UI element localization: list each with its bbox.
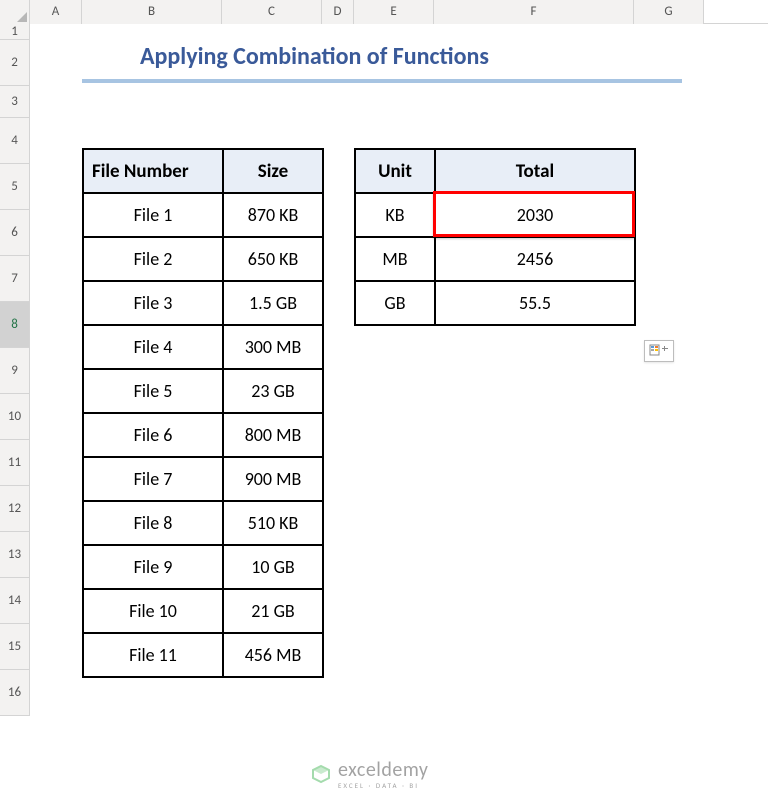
table-row: File 31.5 GB (83, 281, 323, 325)
cell-file-size[interactable]: 21 GB (223, 589, 323, 633)
row-header-8[interactable]: 8 (0, 302, 30, 348)
table-row: File 8510 KB (83, 501, 323, 545)
table-row: File 1021 GB (83, 589, 323, 633)
cell-file-size[interactable]: 650 KB (223, 237, 323, 281)
totals-table-body: KB2030MB2456GB55.5 (355, 193, 635, 325)
row-header-6[interactable]: 6 (0, 210, 30, 256)
cell-file-number[interactable]: File 2 (83, 237, 223, 281)
row-header-14[interactable]: 14 (0, 578, 30, 624)
cell-total[interactable]: 55.5 (435, 281, 635, 325)
cells-area[interactable]: Applying Combination of Functions File N… (30, 24, 768, 716)
table-row: File 523 GB (83, 369, 323, 413)
spreadsheet: ABCDEFG 12345678910111213141516 Applying… (0, 0, 768, 716)
table-row: File 11456 MB (83, 633, 323, 677)
table-row: GB55.5 (355, 281, 635, 325)
cell-unit[interactable]: KB (355, 193, 435, 237)
row-headers: 12345678910111213141516 (0, 24, 30, 716)
col-header-E[interactable]: E (354, 0, 434, 24)
row-header-5[interactable]: 5 (0, 164, 30, 210)
row-header-15[interactable]: 15 (0, 624, 30, 670)
totals-table: Unit Total KB2030MB2456GB55.5 (354, 148, 636, 326)
files-table-body: File 1870 KBFile 2650 KBFile 31.5 GBFile… (83, 193, 323, 677)
cell-file-number[interactable]: File 5 (83, 369, 223, 413)
row-header-13[interactable]: 13 (0, 532, 30, 578)
table-row: File 910 GB (83, 545, 323, 589)
table-row: KB2030 (355, 193, 635, 237)
cell-file-number[interactable]: File 10 (83, 589, 223, 633)
col-header-D[interactable]: D (322, 0, 354, 24)
cell-file-number[interactable]: File 6 (83, 413, 223, 457)
row-header-16[interactable]: 16 (0, 670, 30, 716)
cell-file-number[interactable]: File 8 (83, 501, 223, 545)
cell-file-size[interactable]: 800 MB (223, 413, 323, 457)
select-all-corner[interactable] (0, 0, 30, 24)
col-header-F[interactable]: F (434, 0, 634, 24)
cell-file-number[interactable]: File 11 (83, 633, 223, 677)
row-header-7[interactable]: 7 (0, 256, 30, 302)
table-row: MB2456 (355, 237, 635, 281)
watermark-icon (310, 763, 332, 785)
cell-total[interactable]: 2030 (435, 193, 635, 237)
col-header-C[interactable]: C (222, 0, 322, 24)
table-row: File 4300 MB (83, 325, 323, 369)
row-header-3[interactable]: 3 (0, 86, 30, 118)
column-headers: ABCDEFG (0, 0, 768, 24)
watermark: exceldemy EXCEL · DATA · BI (310, 758, 428, 789)
totals-table-header-total[interactable]: Total (435, 149, 635, 193)
cell-total[interactable]: 2456 (435, 237, 635, 281)
watermark-tagline: EXCEL · DATA · BI (338, 782, 428, 789)
title-underline (82, 79, 682, 83)
row-header-9[interactable]: 9 (0, 348, 30, 394)
files-table-header-size[interactable]: Size (223, 149, 323, 193)
row-header-4[interactable]: 4 (0, 118, 30, 164)
col-header-B[interactable]: B (82, 0, 222, 24)
paste-options-button[interactable] (644, 340, 674, 362)
files-table-header-number[interactable]: File Number (83, 149, 223, 193)
files-table: File Number Size File 1870 KBFile 2650 K… (82, 148, 324, 678)
totals-table-header-unit[interactable]: Unit (355, 149, 435, 193)
cell-file-number[interactable]: File 7 (83, 457, 223, 501)
cell-file-size[interactable]: 300 MB (223, 325, 323, 369)
cell-file-size[interactable]: 456 MB (223, 633, 323, 677)
row-header-11[interactable]: 11 (0, 440, 30, 486)
row-header-1[interactable]: 1 (0, 24, 30, 40)
watermark-brand: exceldemy (338, 758, 428, 782)
paste-options-icon (649, 344, 669, 358)
cell-unit[interactable]: MB (355, 237, 435, 281)
cell-file-size[interactable]: 23 GB (223, 369, 323, 413)
cell-file-size[interactable]: 510 KB (223, 501, 323, 545)
table-row: File 7900 MB (83, 457, 323, 501)
cell-file-size[interactable]: 1.5 GB (223, 281, 323, 325)
page-title: Applying Combination of Functions (140, 42, 489, 71)
cell-file-size[interactable]: 870 KB (223, 193, 323, 237)
col-header-A[interactable]: A (30, 0, 82, 24)
cell-file-number[interactable]: File 1 (83, 193, 223, 237)
cell-file-number[interactable]: File 9 (83, 545, 223, 589)
table-row: File 6800 MB (83, 413, 323, 457)
col-header-G[interactable]: G (634, 0, 704, 24)
cell-file-size[interactable]: 10 GB (223, 545, 323, 589)
table-row: File 2650 KB (83, 237, 323, 281)
cell-file-number[interactable]: File 3 (83, 281, 223, 325)
cell-unit[interactable]: GB (355, 281, 435, 325)
table-row: File 1870 KB (83, 193, 323, 237)
row-header-12[interactable]: 12 (0, 486, 30, 532)
cell-file-size[interactable]: 900 MB (223, 457, 323, 501)
row-header-2[interactable]: 2 (0, 40, 30, 86)
cell-file-number[interactable]: File 4 (83, 325, 223, 369)
row-header-10[interactable]: 10 (0, 394, 30, 440)
